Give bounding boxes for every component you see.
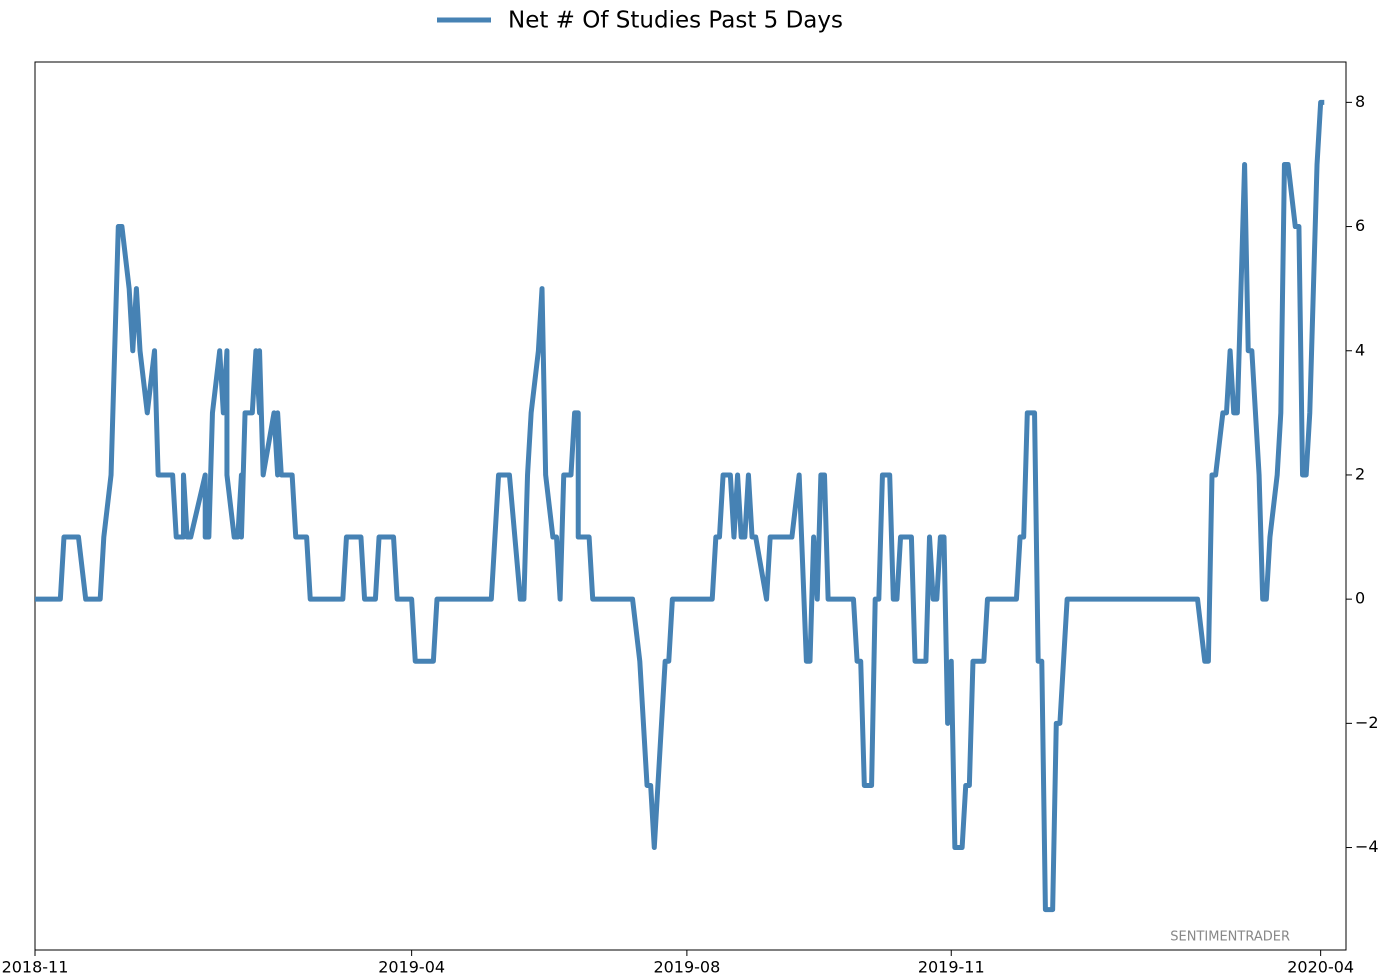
plot-frame (34, 61, 1347, 951)
y-tick-label: 2 (1355, 464, 1365, 483)
watermark: SENTIMENTRADER (1170, 930, 1290, 945)
y-tick-label: 0 (1355, 589, 1365, 608)
x-tick-label: 2020-04 (1287, 958, 1354, 977)
y-tick-label: 4 (1355, 340, 1365, 359)
y-tick-label: −2 (1355, 713, 1379, 732)
legend-label: Net # Of Studies Past 5 Days (508, 8, 843, 34)
x-tick-label: 2019-08 (653, 958, 720, 977)
x-tick-label: 2019-11 (918, 958, 985, 977)
y-tick-label: 6 (1355, 216, 1365, 235)
data-line (35, 99, 1325, 913)
x-tick-label: 2019-04 (378, 958, 445, 977)
y-tick-label: 8 (1355, 92, 1365, 111)
x-tick-label: 2018-11 (2, 958, 69, 977)
y-tick-label: −4 (1355, 837, 1379, 856)
